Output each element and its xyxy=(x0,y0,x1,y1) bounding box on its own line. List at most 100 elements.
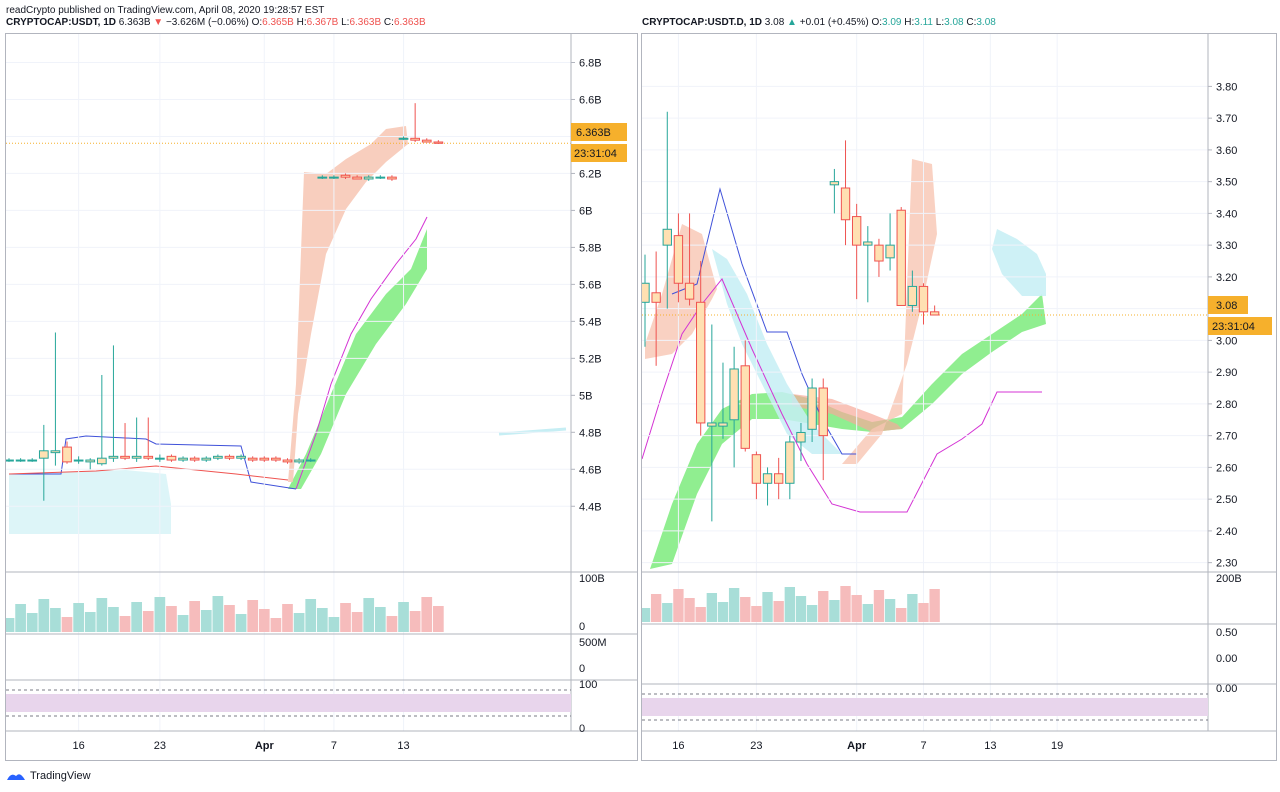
candle-body xyxy=(421,139,432,143)
volume-bar xyxy=(639,608,651,622)
candle-body xyxy=(201,457,212,461)
volume-bar xyxy=(189,601,201,632)
candle-body xyxy=(282,459,293,463)
candle-body xyxy=(751,454,762,484)
candle-body xyxy=(410,137,420,141)
volume-bar xyxy=(15,604,26,632)
volume-bar xyxy=(131,602,142,632)
candle-body xyxy=(762,473,773,484)
candle-body xyxy=(851,216,862,246)
right-countdown-label: 23:31:04 xyxy=(1212,321,1255,333)
candle-body xyxy=(340,174,351,178)
candle-body xyxy=(796,431,806,443)
footer[interactable]: TradingView xyxy=(6,770,91,782)
left-volume-pane: 100B 0 xyxy=(3,573,605,633)
candle-body xyxy=(271,457,281,461)
y-tick-label: 3.00 xyxy=(1216,335,1237,347)
volume-tick-label: 0 xyxy=(579,621,585,633)
y-tick-label: 2.60 xyxy=(1216,462,1237,474)
y-tick-label: 6.6B xyxy=(579,94,602,106)
volume-bar xyxy=(224,605,235,632)
volume-bar xyxy=(247,600,259,632)
publisher-line: readCrypto published on TradingView.com,… xyxy=(6,5,325,16)
x-tick-label: 16 xyxy=(73,740,85,752)
volume-bar xyxy=(166,606,177,632)
x-tick-label: 19 xyxy=(1051,740,1063,752)
left-cloud-blue xyxy=(9,470,171,534)
y-tick-label: 5.6B xyxy=(579,279,602,291)
candle-body xyxy=(108,455,119,459)
volume-bar xyxy=(728,588,740,622)
candle-body xyxy=(38,450,49,459)
x-tick-label: 13 xyxy=(984,740,996,752)
candle-body xyxy=(294,459,304,463)
volume-bar xyxy=(3,618,15,632)
volume-bar xyxy=(258,609,270,632)
left-ma-red xyxy=(8,465,289,481)
volume-bar xyxy=(851,595,862,622)
y-tick-label: 4.4B xyxy=(579,501,602,513)
volume-bar xyxy=(421,597,433,632)
candle-body xyxy=(85,459,96,463)
volume-bar xyxy=(684,598,695,622)
volume-bar xyxy=(829,600,840,622)
candle-body xyxy=(178,457,188,461)
right-price-tag: 3.08 xyxy=(1208,296,1248,314)
volume-bar xyxy=(784,587,795,622)
volume-bar xyxy=(73,603,84,632)
footer-brand: TradingView xyxy=(30,770,91,782)
left-countdown-tag: 23:31:04 xyxy=(571,144,627,162)
y-tick-label: 2.90 xyxy=(1216,367,1237,379)
left-cloud-red xyxy=(288,126,408,482)
candle-body xyxy=(62,446,72,463)
left-last: 6.363B xyxy=(118,17,151,28)
volume-bar xyxy=(235,614,247,632)
volume-bar xyxy=(706,593,718,622)
rsi-band xyxy=(6,694,571,712)
y-tick-label: 2.40 xyxy=(1216,526,1237,538)
rsi-tick-label: 0.00 xyxy=(1216,683,1237,695)
left-price-tag-label: 6.363B xyxy=(576,127,611,139)
right-chart-svg[interactable]: 3.803.703.603.503.403.303.203.103.002.90… xyxy=(639,34,1276,760)
right-legend: CRYPTOCAP:USDT.D, 1D 3.08 ▲ +0.01 (+0.45… xyxy=(642,17,996,28)
candle-body xyxy=(224,455,235,459)
y-tick-label: 5.4B xyxy=(579,316,602,328)
candle-body xyxy=(885,244,895,259)
left-price-tag: 6.363B xyxy=(571,123,627,141)
candle-body xyxy=(433,141,444,144)
volume-bar xyxy=(884,599,896,622)
left-low: 6.363B xyxy=(349,17,382,28)
volume-bar xyxy=(50,608,61,632)
volume-bar xyxy=(762,592,773,622)
y-tick-label: 5.2B xyxy=(579,353,602,365)
candle-body xyxy=(96,457,107,465)
volume-bar xyxy=(433,606,444,632)
candle-body xyxy=(673,235,684,284)
left-chart-panel[interactable]: 6.8B6.6B6.4B6.2B6B5.8B5.6B5.4B5.2B5B4.8B… xyxy=(3,33,638,761)
x-tick-label: Apr xyxy=(847,740,867,752)
y-tick-label: 2.80 xyxy=(1216,399,1237,411)
left-symbol: CRYPTOCAP:USDT, 1D xyxy=(6,17,117,28)
left-countdown-label: 23:31:04 xyxy=(574,148,617,160)
candle-body xyxy=(15,459,26,462)
candle-body xyxy=(696,301,706,424)
volume-bar xyxy=(862,604,873,622)
y-tick-label: 2.30 xyxy=(1216,558,1237,570)
candle-body xyxy=(387,176,397,180)
volume-bar xyxy=(398,602,409,632)
y-tick-label: 3.20 xyxy=(1216,272,1237,284)
volume-bar xyxy=(717,602,729,622)
volume-bar xyxy=(840,586,851,622)
left-macd-pane: 500M 0 xyxy=(579,637,607,675)
rsi-tick-label: 0 xyxy=(579,723,585,735)
candle-body xyxy=(317,176,328,179)
candle-body xyxy=(640,282,650,303)
y-tick-label: 3.50 xyxy=(1216,177,1237,189)
candle-body xyxy=(329,176,339,179)
right-chart-panel[interactable]: 3.803.703.603.503.403.303.203.103.002.90… xyxy=(639,33,1277,761)
y-tick-label: 6B xyxy=(579,205,592,217)
volume-bar xyxy=(340,603,351,632)
candle-body xyxy=(4,459,14,462)
left-chart-svg[interactable]: 6.8B6.6B6.4B6.2B6B5.8B5.6B5.4B5.2B5B4.8B… xyxy=(3,34,637,760)
left-change: −3.626M (−0.06%) xyxy=(165,17,249,28)
